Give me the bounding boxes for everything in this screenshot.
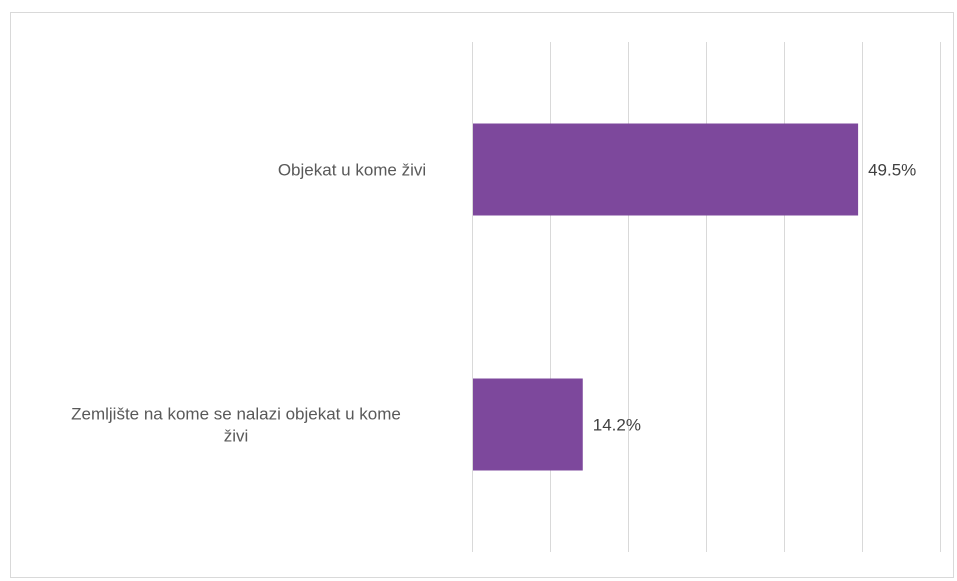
category-label-line: Objekat u kome živi	[278, 161, 426, 180]
bar	[473, 378, 583, 471]
chart-frame	[10, 12, 954, 578]
bars	[473, 123, 859, 471]
data-label: 14.2%	[593, 416, 641, 435]
labels: 49.5% Objekat u kome živi 14.2% Zemljište n…	[71, 161, 916, 446]
category-label-line: živi	[224, 427, 249, 446]
category-label: Objekat u kome živi	[278, 161, 426, 180]
gridlines	[472, 42, 941, 552]
category-label-line: Zemljište na kome se nalazi objekat u ko…	[71, 405, 401, 424]
bar	[473, 123, 859, 216]
data-label: 49.5%	[868, 161, 916, 180]
category-label: Zemljište na kome se nalazi objekat u ko…	[71, 405, 401, 446]
